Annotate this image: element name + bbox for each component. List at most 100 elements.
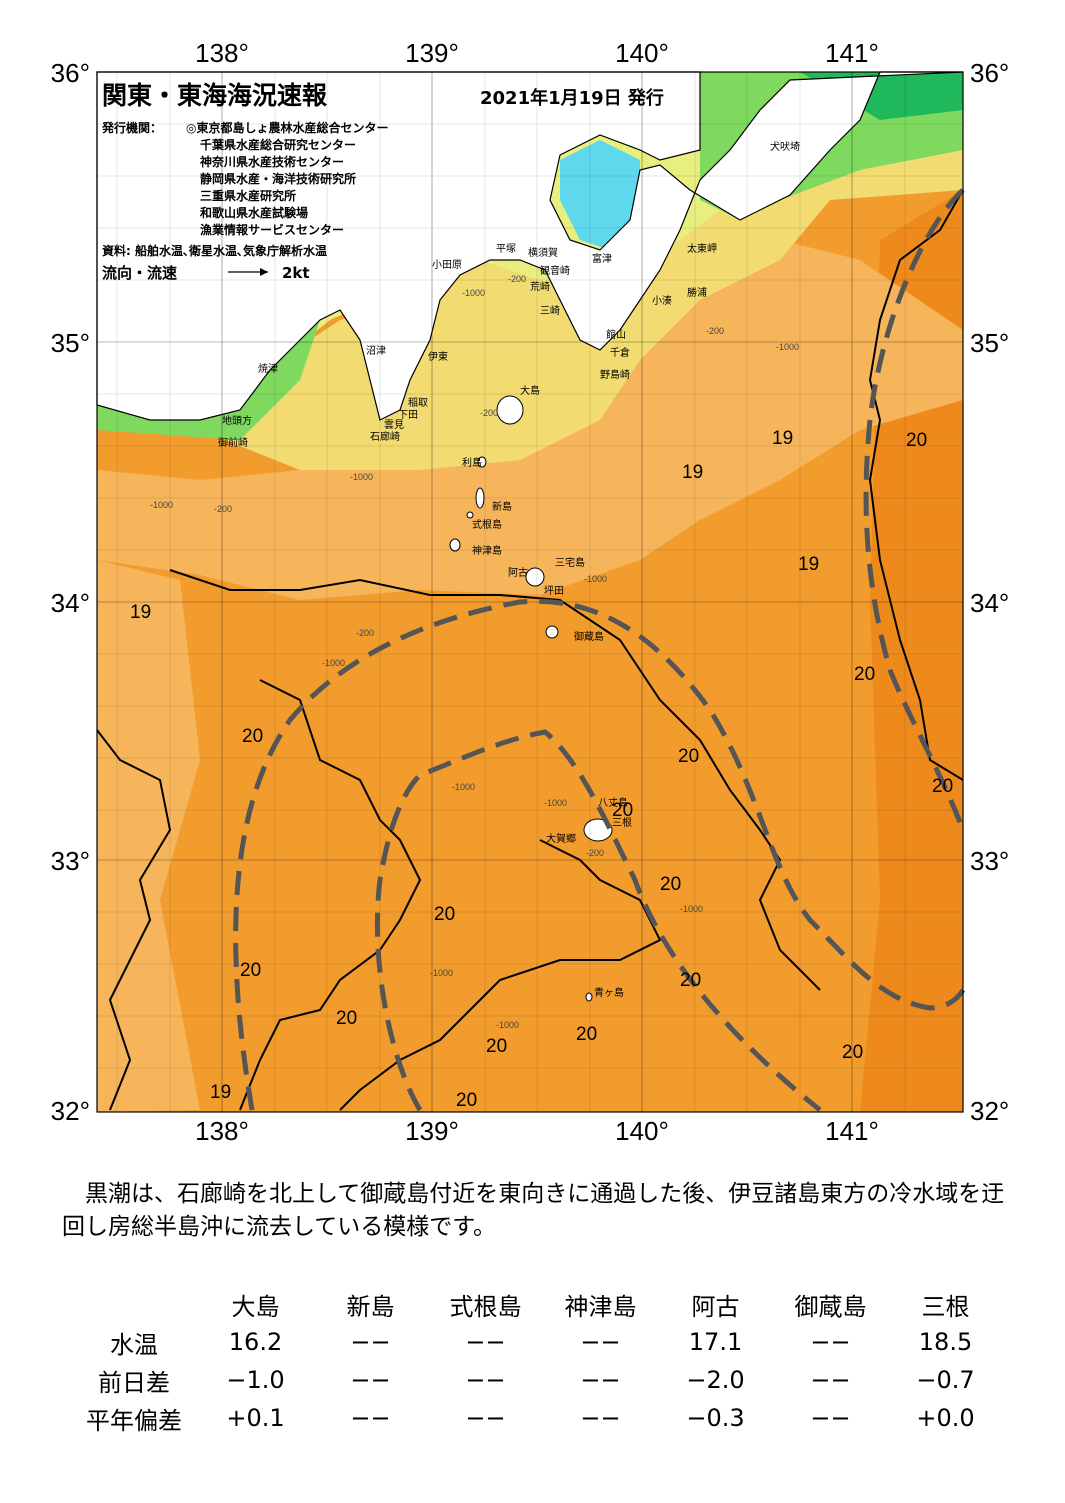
lat-label-left: 36° [51, 58, 90, 88]
place-label: 三崎 [540, 304, 560, 317]
place-label: 平塚 [496, 243, 516, 255]
column-header: 御蔵島 [794, 1292, 867, 1321]
isotherm-label: 19 [210, 1082, 231, 1103]
isotherm-label: 19 [130, 602, 151, 623]
isotherm-label: 20 [842, 1042, 863, 1063]
place-label: 荒崎 [530, 280, 550, 293]
isotherm-labels: 19 19 20 19 19 20 20 20 20 20 20 20 20 2… [130, 428, 953, 1111]
place-label: 阿古 [508, 566, 528, 579]
isotherm-line-20-east [868, 189, 964, 781]
table-cell: −− [810, 1404, 851, 1432]
lon-label-bottom: 140° [615, 1116, 669, 1146]
depth-label: -200 [356, 628, 374, 638]
place-label: 八丈島 [598, 796, 628, 809]
table-cell: −0.7 [916, 1366, 975, 1394]
place-label: 新島 [492, 500, 512, 513]
depth-label: -1000 [150, 500, 173, 510]
depth-label: -1000 [322, 658, 345, 668]
fine-graticule [97, 72, 963, 1112]
isotherm-label: 20 [576, 1024, 597, 1045]
island-mikurajima [545, 625, 559, 639]
isotherm-label: 20 [242, 726, 263, 747]
place-label: 館山 [606, 328, 626, 341]
island-miyakejima [525, 567, 545, 587]
depth-label: -1000 [462, 288, 485, 298]
island-niijima [475, 487, 485, 509]
place-label: 下田 [398, 410, 418, 421]
depth-label: -200 [586, 848, 604, 858]
place-label: 犬吠埼 [770, 140, 800, 153]
lat-label-left: 32° [51, 1096, 90, 1126]
depth-labels: -200 -1000 -200 -1000 -200 -1000 -200 -1… [150, 274, 799, 1030]
issuer-line: 三重県水産研究所 [200, 188, 296, 203]
issuer-line: ◎東京都島しょ農林水産総合センター [186, 120, 388, 135]
depth-label: -1000 [350, 472, 373, 482]
place-label: 横須賀 [528, 246, 558, 259]
place-label: 焼津 [258, 363, 278, 375]
place-label: 伊東 [428, 350, 448, 363]
kuroshio-east-path [863, 188, 966, 831]
place-label: 坪田 [544, 584, 564, 597]
island-toshima [477, 456, 487, 468]
table-cell: −0.3 [686, 1404, 745, 1432]
place-label: 小湊 [652, 294, 672, 307]
place-labels: 犬吠埼 太東岬 勝浦 小湊 館山 千倉 野島崎 富津 観音崎 横須賀 平塚 荒崎… [218, 140, 800, 999]
table-cell: −− [350, 1404, 391, 1432]
isotherm-line-20-south [239, 679, 422, 1111]
lon-label-bottom: 138° [195, 1116, 249, 1146]
arrowhead-icon [260, 268, 268, 276]
table-cell: 18.5 [918, 1328, 973, 1356]
lat-label-right: 34° [970, 588, 1009, 618]
isotherm-label: 19 [682, 462, 703, 483]
column-header: 阿古 [691, 1292, 740, 1321]
place-label: 御蔵島 [574, 630, 604, 643]
kuroshio-main-path [233, 598, 966, 1111]
table-cell: −1.0 [226, 1366, 285, 1394]
place-label: 雲見 [384, 419, 404, 431]
isotherm-label: 20 [456, 1090, 477, 1111]
map-frame [96, 71, 964, 1113]
table-cell: −− [580, 1328, 621, 1356]
table-cell: 17.1 [688, 1328, 743, 1356]
place-label: 大賀郷 [546, 832, 576, 845]
isotherm-label: 19 [772, 428, 793, 449]
flow-legend-label: 流向・流速 [102, 264, 177, 282]
place-label: 稲取 [408, 397, 428, 409]
lat-label-right: 36° [970, 58, 1009, 88]
row-header: 平年偏差 [86, 1406, 182, 1435]
place-label: 三根 [612, 816, 632, 829]
place-label: 野島崎 [600, 368, 630, 381]
table-cell: +0.0 [916, 1404, 975, 1432]
place-label: 三宅島 [555, 556, 585, 569]
table-cell: −− [810, 1328, 851, 1356]
land-honshu [96, 71, 964, 421]
depth-label: -200 [706, 326, 724, 336]
lon-label-top: 138° [195, 38, 249, 68]
isotherm-lines [96, 189, 964, 1111]
depth-label: -1000 [680, 904, 703, 914]
isotherm-label: 20 [486, 1036, 507, 1057]
table-cell: −− [350, 1366, 391, 1394]
isotherm-label: 20 [612, 800, 633, 821]
table-cell: +0.1 [226, 1404, 285, 1432]
table-cell: −− [810, 1366, 851, 1394]
lat-label-left: 34° [51, 588, 90, 618]
issue-date: 2021年1月19日 発行 [480, 87, 664, 109]
lon-label-bottom: 141° [825, 1116, 879, 1146]
kuroshio-axis [233, 188, 966, 1112]
lon-label-top: 140° [615, 38, 669, 68]
table-row: 平年偏差 +0.1 −− −− −− −0.3 −− +0.0 [70, 1399, 1003, 1437]
place-label: 式根島 [472, 518, 502, 531]
table-cell: −− [465, 1404, 506, 1432]
isotherm-label: 20 [932, 776, 953, 797]
table-cell: −− [465, 1328, 506, 1356]
lon-label-top: 139° [405, 38, 459, 68]
isotherm-label: 20 [906, 430, 927, 451]
isotherm-label: 20 [434, 904, 455, 925]
table-cell: 16.2 [228, 1328, 283, 1356]
issuers-label: 発行機関： [101, 120, 162, 135]
column-header: 式根島 [449, 1292, 522, 1321]
isotherm-line-19-west [96, 729, 172, 1111]
place-label: 利島 [462, 456, 482, 469]
kuroshio-inner-loop [374, 729, 822, 1112]
